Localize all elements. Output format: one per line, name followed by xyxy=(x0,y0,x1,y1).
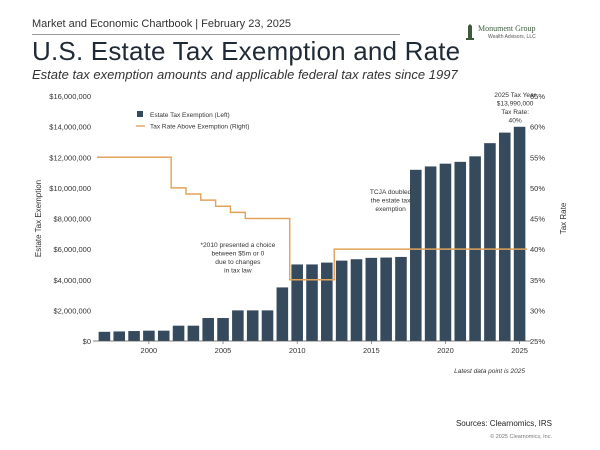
exemption-bars xyxy=(98,126,526,342)
exemption-bar xyxy=(261,310,274,342)
exemption-bar xyxy=(128,331,140,341)
exemption-bar xyxy=(291,264,303,341)
tax-rate-line-layer xyxy=(97,156,527,281)
exemption-bar xyxy=(395,256,407,341)
annotation-line-note-tcja: the estate tax xyxy=(371,198,411,205)
left-tick-label: $2,000,000 xyxy=(53,306,91,315)
right-tick-label: 35% xyxy=(530,276,545,285)
exemption-bar xyxy=(321,262,333,341)
exemption-bar xyxy=(172,325,185,341)
x-axis: 2000 2005 2010 2015 2020 2025 xyxy=(141,341,528,355)
exemption-bar xyxy=(246,310,259,342)
x-tick-label: 2000 xyxy=(141,346,158,355)
header-divider xyxy=(32,34,400,35)
exemption-bar xyxy=(439,163,452,341)
legend: Estate Tax Exemption (Left) Tax Rate Abov… xyxy=(136,111,249,131)
annotation-line-note-2025: 2025 Tax Year xyxy=(494,92,536,99)
annotation-line-note-2025: 40% xyxy=(509,117,522,124)
right-tick-label: 50% xyxy=(530,184,545,193)
right-tick-label: 25% xyxy=(530,337,545,346)
left-tick-label: $16,000,000 xyxy=(49,92,91,101)
exemption-bar xyxy=(380,257,392,341)
left-tick-label: $6,000,000 xyxy=(53,245,91,254)
tax-rate-line xyxy=(97,156,527,281)
annotation-line-note-2025: Tax Rate: xyxy=(501,109,529,116)
exemption-bar xyxy=(98,331,111,341)
annotation-line-note-tcja: TCJA doubled xyxy=(370,189,412,196)
right-tick-label: 60% xyxy=(530,123,545,132)
right-tick-label: 40% xyxy=(530,245,545,254)
exemption-bar xyxy=(143,330,155,341)
exemption-bar xyxy=(335,260,348,341)
exemption-bar xyxy=(498,132,511,341)
x-tick-label: 2025 xyxy=(511,346,528,355)
left-tick-label: $4,000,000 xyxy=(53,276,91,285)
right-axis-label: Tax Rate xyxy=(559,202,568,234)
left-axis-label: Estate Tax Exemption xyxy=(34,180,43,257)
exemption-bar xyxy=(113,331,126,341)
monument-icon xyxy=(466,24,474,40)
left-tick-label: $0 xyxy=(83,337,91,346)
right-axis: 25% 30% 35% 40% 45% 50% 55% 60% 65% Tax Rate xyxy=(530,92,568,346)
exemption-bar xyxy=(454,161,467,341)
logo-subtitle: Wealth Advisors, LLC xyxy=(488,34,536,40)
exemption-bar xyxy=(157,330,170,341)
exemption-bar xyxy=(232,310,244,342)
latest-data-note: Latest data point is 2025 xyxy=(454,368,525,375)
left-tick-label: $8,000,000 xyxy=(53,215,91,224)
x-tick-label: 2005 xyxy=(215,346,232,355)
logo-name: Monument Group xyxy=(478,24,536,33)
exemption-bar xyxy=(350,259,363,341)
exemption-bar xyxy=(410,169,422,341)
exemption-bar xyxy=(202,318,214,341)
legend-line-label: Tax Rate Above Exemption (Right) xyxy=(150,124,249,131)
chartbook-header: Market and Economic Chartbook | February… xyxy=(32,18,292,30)
company-logo: Monument Group Wealth Advisors, LLC xyxy=(466,22,536,44)
left-tick-label: $14,000,000 xyxy=(49,123,91,132)
chart-subtitle: Estate tax exemption amounts and applica… xyxy=(32,67,458,82)
right-tick-label: 65% xyxy=(530,92,545,101)
x-tick-label: 2015 xyxy=(363,346,380,355)
annotation-line-note-2025: $13,990,000 xyxy=(497,100,534,107)
left-axis: $0 $2,000,000 $4,000,000 $6,000,000 $8,000,0… xyxy=(34,92,531,346)
legend-bar-swatch xyxy=(137,111,143,117)
right-tick-label: 45% xyxy=(530,215,545,224)
x-tick-label: 2020 xyxy=(437,346,454,355)
exemption-bar xyxy=(276,287,289,341)
chart-title: U.S. Estate Tax Exemption and Rate xyxy=(32,36,461,66)
copyright-text: © 2025 Clearnomics, Inc. xyxy=(490,434,552,440)
legend-bar-label: Estate Tax Exemption (Left) xyxy=(150,112,230,119)
left-tick-label: $12,000,000 xyxy=(49,153,91,162)
exemption-bar xyxy=(365,257,378,341)
annotation-line-note-tcja: exemption xyxy=(375,206,406,213)
exemption-bar xyxy=(217,318,229,341)
x-tick-label: 2010 xyxy=(289,346,306,355)
right-tick-label: 30% xyxy=(530,306,545,315)
annotation-line-note-2010: due to changes xyxy=(215,259,261,266)
annotation-line-note-2010: between $5m or 0 xyxy=(211,250,264,257)
annotation-line-note-2010: *2010 presented a choice xyxy=(200,242,275,249)
sources-text: Sources: Clearnomics, IRS xyxy=(455,419,552,428)
exemption-bar xyxy=(484,143,496,341)
annotation-line-note-2010: in tax law xyxy=(224,267,252,274)
left-tick-label: $10,000,000 xyxy=(49,184,91,193)
exemption-bar xyxy=(306,264,318,341)
exemption-bar xyxy=(513,126,526,341)
right-tick-label: 55% xyxy=(530,153,545,162)
exemption-bar xyxy=(424,166,437,341)
exemption-bar xyxy=(187,325,200,341)
